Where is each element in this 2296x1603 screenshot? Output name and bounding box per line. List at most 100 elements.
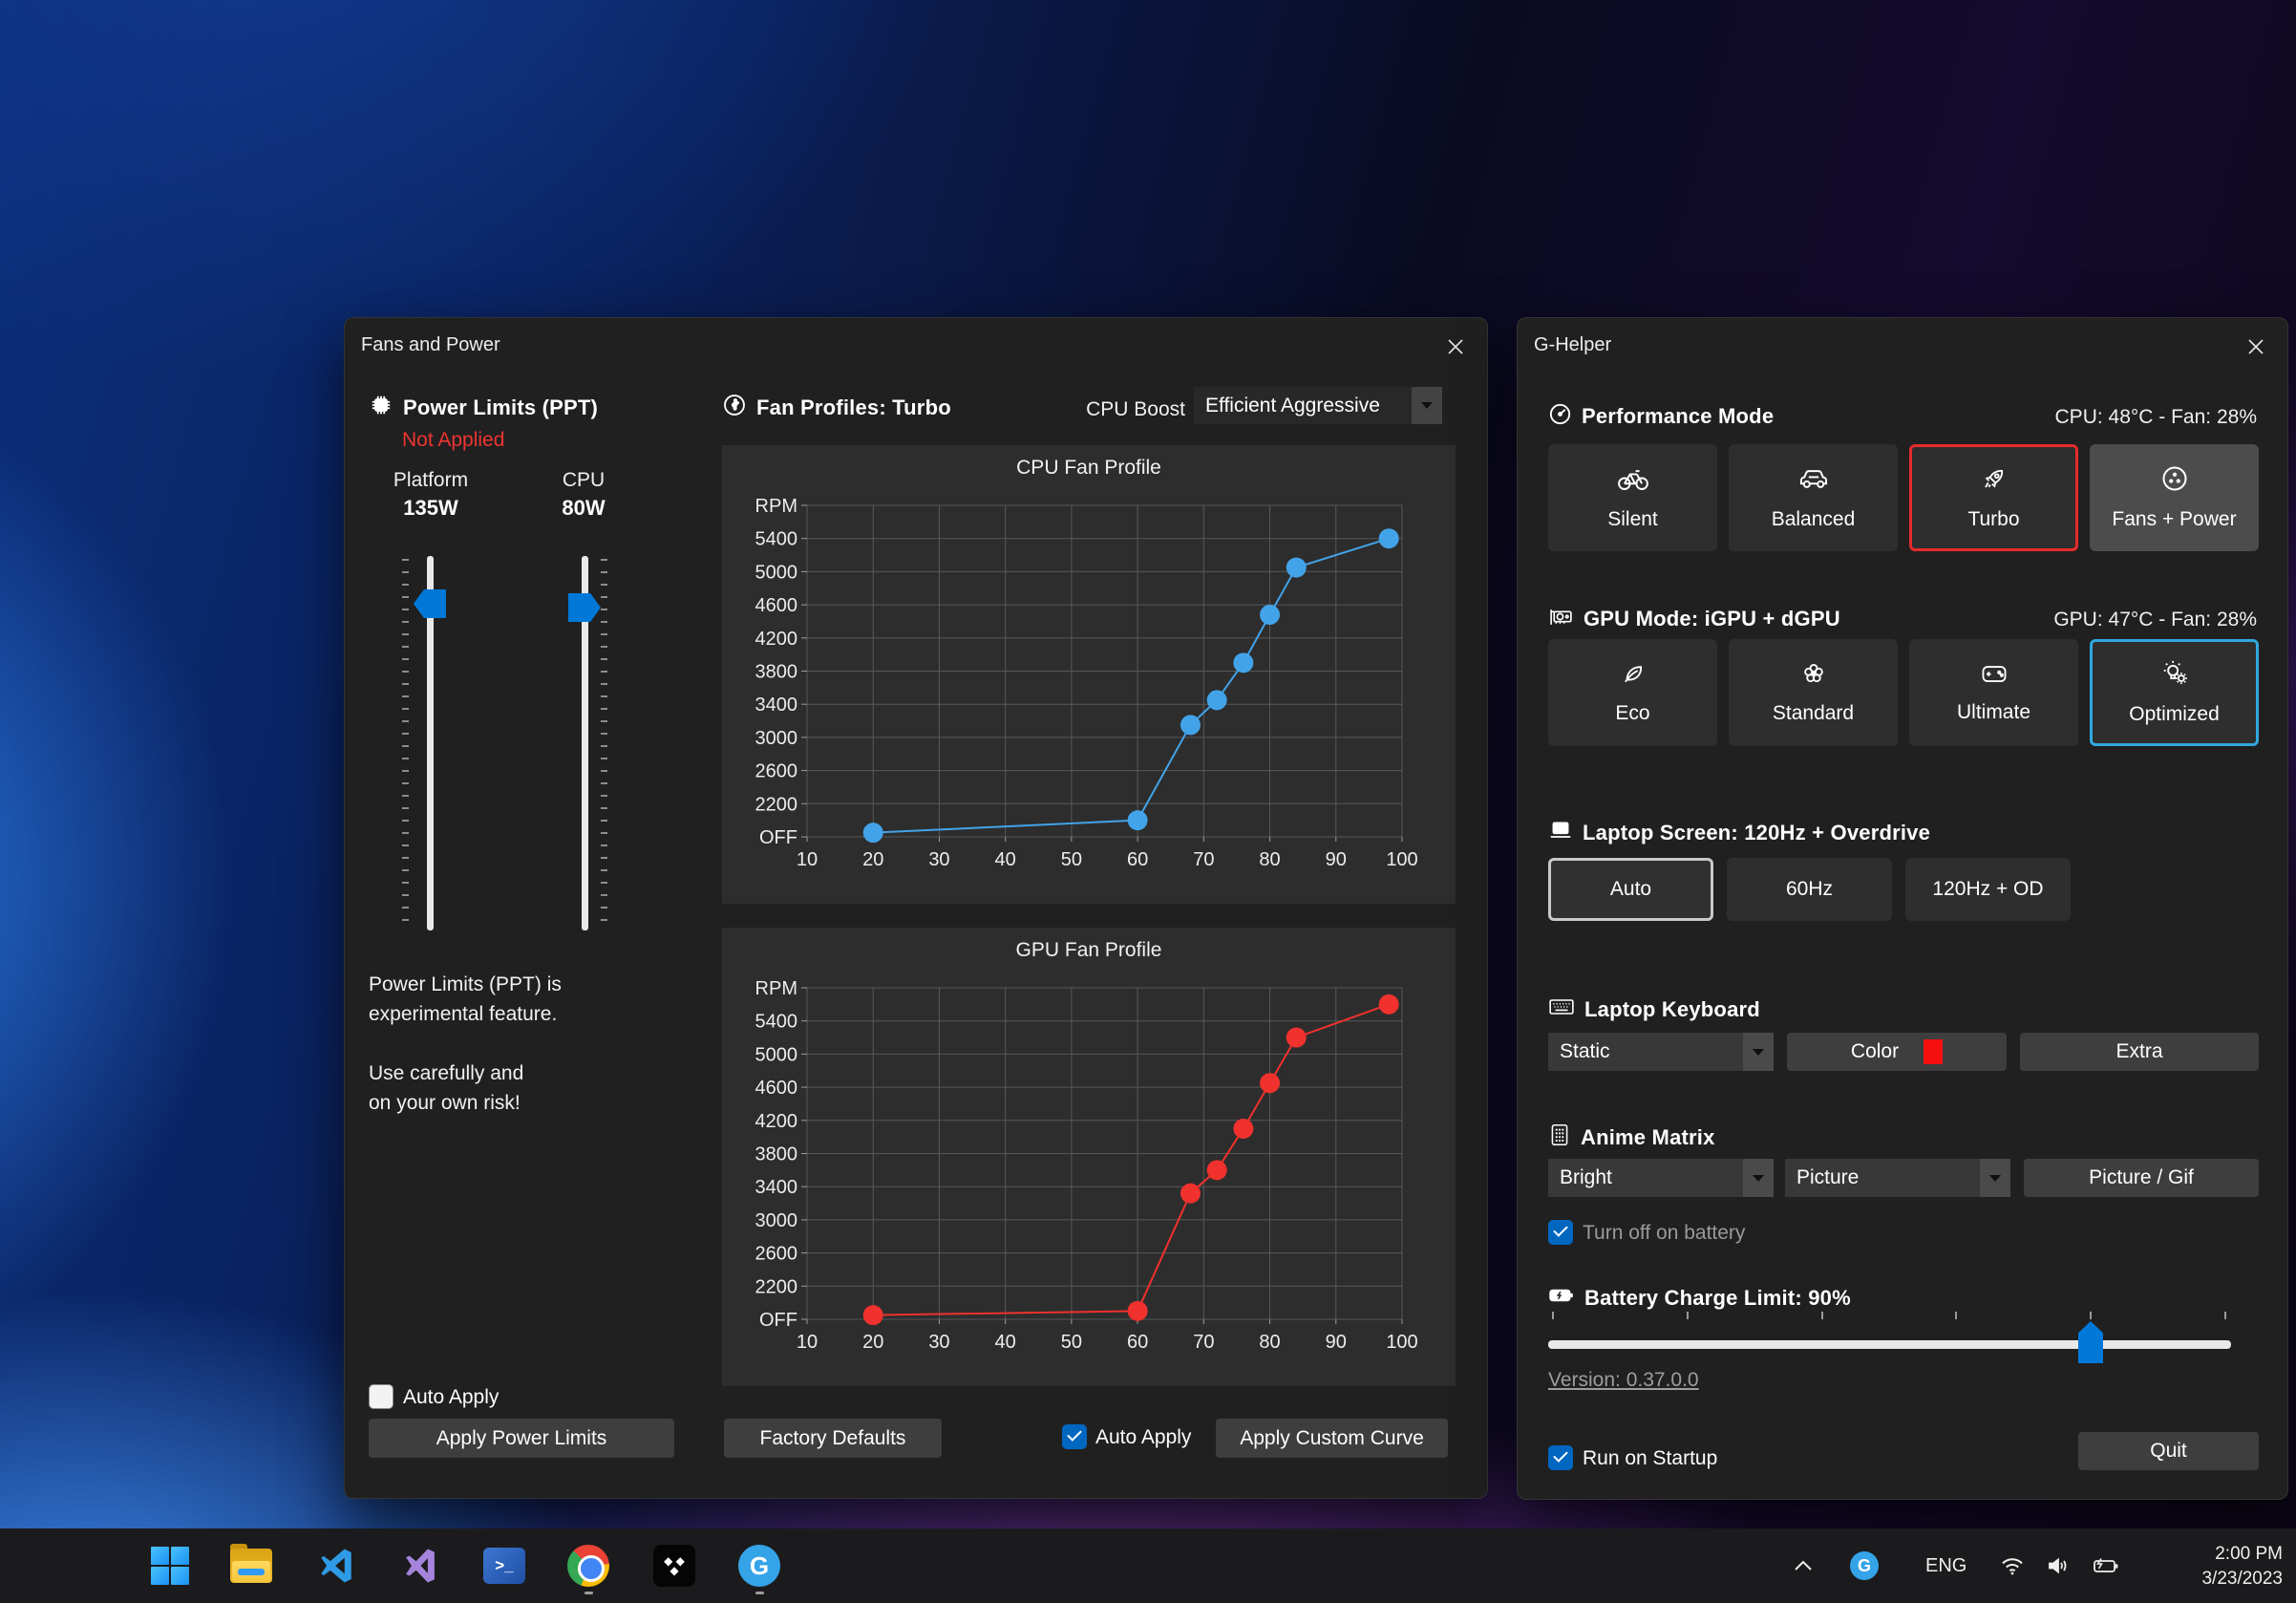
matrix-battery-checkbox[interactable] — [1548, 1220, 1573, 1245]
ghelper-window-title: G-Helper — [1534, 334, 1612, 355]
gpu-mode-header: GPU Mode: iGPU + dGPU — [1548, 605, 1840, 633]
platform-slider[interactable] — [427, 556, 434, 930]
start-button[interactable] — [140, 1536, 200, 1595]
svg-text:2200: 2200 — [755, 1276, 798, 1297]
version-link[interactable]: Version: 0.37.0.0 — [1548, 1369, 1699, 1391]
platform-slider-thumb[interactable] — [414, 589, 446, 618]
cpu-slider[interactable] — [582, 556, 588, 930]
svg-text:2200: 2200 — [755, 794, 798, 815]
file-explorer-icon[interactable] — [222, 1536, 281, 1595]
svg-text:5400: 5400 — [755, 1012, 798, 1033]
keyboard-backlight-select[interactable]: Static — [1548, 1033, 1774, 1071]
keyboard-extra-button[interactable]: Extra — [2020, 1033, 2259, 1071]
vscode-icon[interactable] — [307, 1536, 366, 1595]
matrix-brightness-value: Bright — [1548, 1159, 1743, 1197]
keyboard-backlight-value: Static — [1548, 1033, 1743, 1071]
taskbar-clock[interactable]: 2:00 PM 3/23/2023 — [2201, 1542, 2283, 1592]
matrix-mode-select[interactable]: Picture — [1785, 1159, 2010, 1197]
apply-power-limits-button[interactable]: Apply Power Limits — [369, 1419, 674, 1458]
gpu-mode-standard-button[interactable]: Standard — [1729, 639, 1898, 746]
run-on-startup-checkbox[interactable] — [1548, 1445, 1573, 1470]
fan-icon — [722, 393, 747, 422]
svg-text:50: 50 — [1061, 849, 1082, 870]
fan-profiles-header: Fan Profiles: Turbo — [722, 393, 951, 422]
fans-power-window: Fans and Power Power Limits (PPT) Not Ap… — [344, 317, 1488, 1499]
gpu-mode-optimized-button[interactable]: Optimized — [2090, 639, 2259, 746]
power-auto-apply-label: Auto Apply — [403, 1386, 500, 1408]
language-indicator[interactable]: ENG — [1925, 1555, 1967, 1576]
platform-label: Platform — [393, 469, 469, 491]
svg-text:3800: 3800 — [755, 662, 798, 683]
platform-value: 135W — [403, 496, 458, 520]
gamepad-icon — [1980, 661, 2009, 692]
matrix-brightness-dropdown-button[interactable] — [1743, 1159, 1774, 1197]
perf-mode-turbo-button[interactable]: Turbo — [1909, 444, 2078, 551]
laptop-keyboard-header: Laptop Keyboard — [1548, 996, 1760, 1022]
fans-power-button[interactable]: Fans + Power — [2090, 444, 2259, 551]
cpu-label: CPU — [562, 469, 606, 491]
battery-limit-slider[interactable] — [1548, 1340, 2231, 1349]
svg-text:10: 10 — [797, 1332, 818, 1353]
cpu-slider-thumb[interactable] — [568, 593, 601, 622]
tidal-icon[interactable]: ◆ ◆ ◆ — [645, 1536, 704, 1595]
apply-custom-curve-button[interactable]: Apply Custom Curve — [1216, 1419, 1448, 1458]
svg-text:60: 60 — [1127, 849, 1148, 870]
power-auto-apply-checkbox[interactable] — [369, 1384, 393, 1409]
volume-icon[interactable] — [2037, 1536, 2079, 1595]
wifi-icon[interactable] — [1991, 1536, 2033, 1595]
screen-120hz-od-button[interactable]: 120Hz + OD — [1905, 858, 2071, 921]
battery-slider-thumb[interactable] — [2078, 1321, 2103, 1363]
powershell-icon[interactable]: >_ — [475, 1536, 534, 1595]
cpu-boost-select[interactable]: Efficient Aggressive — [1194, 387, 1442, 424]
gpu-mode-label: Ultimate — [1956, 701, 2031, 723]
car-icon — [1797, 464, 1830, 499]
matrix-mode-dropdown-button[interactable] — [1980, 1159, 2010, 1197]
bulb-gear-icon — [2160, 659, 2189, 694]
laptop-screen-header: Laptop Screen: 120Hz + Overdrive — [1548, 819, 1930, 846]
perf-mode-balanced-button[interactable]: Balanced — [1729, 444, 1898, 551]
svg-text:40: 40 — [995, 1332, 1016, 1353]
chip-icon — [369, 393, 393, 422]
svg-text:4600: 4600 — [755, 595, 798, 616]
matrix-picture-gif-button[interactable]: Picture / Gif — [2024, 1159, 2259, 1197]
gpu-temp-fan-status: GPU: 47°C - Fan: 28% — [2053, 609, 2257, 631]
battery-slider-ticks — [1552, 1312, 2226, 1319]
curve-auto-apply-checkbox[interactable] — [1062, 1424, 1087, 1449]
battery-tray-icon[interactable] — [2083, 1536, 2129, 1595]
svg-text:10: 10 — [797, 849, 818, 870]
gpu-mode-heading: GPU Mode: iGPU + dGPU — [1584, 607, 1840, 631]
quit-button[interactable]: Quit — [2078, 1432, 2259, 1470]
screen-60hz-button[interactable]: 60Hz — [1727, 858, 1892, 921]
perf-mode-label: Silent — [1607, 508, 1658, 530]
ghelper-titlebar[interactable]: G-Helper — [1518, 318, 2287, 372]
gpu-mode-ultimate-button[interactable]: Ultimate — [1909, 639, 2078, 746]
tray-chevron-up-icon[interactable] — [1784, 1536, 1822, 1595]
cpu-boost-dropdown-button[interactable] — [1412, 387, 1442, 424]
fans-window-titlebar[interactable]: Fans and Power — [345, 318, 1487, 372]
color-swatch — [1924, 1039, 1944, 1064]
keyboard-color-button[interactable]: Color — [1787, 1033, 2007, 1071]
matrix-brightness-select[interactable]: Bright — [1548, 1159, 1774, 1197]
close-icon[interactable] — [1441, 332, 1470, 361]
visual-studio-icon[interactable] — [391, 1536, 450, 1595]
factory-defaults-button[interactable]: Factory Defaults — [724, 1419, 942, 1458]
ghelper-badge: G — [738, 1545, 780, 1587]
gpu-mode-label: Optimized — [2129, 703, 2220, 725]
clock-date: 3/23/2023 — [2201, 1569, 2283, 1589]
cpu-temp-fan-status: CPU: 48°C - Fan: 28% — [2054, 406, 2257, 428]
gpu-fan-chart-panel: GPU Fan Profile OFF 2200 2600 3000 3400 3800 4… — [722, 928, 1456, 1386]
gpu-fan-curve-chart[interactable]: OFF 2200 2600 3000 3400 3800 4200 4600 5000 5400 R… — [722, 962, 1456, 1386]
close-icon[interactable] — [2242, 332, 2270, 361]
svg-text:OFF: OFF — [759, 827, 797, 848]
screen-auto-button[interactable]: Auto — [1548, 858, 1713, 921]
perf-mode-silent-button[interactable]: Silent — [1548, 444, 1717, 551]
svg-text:4600: 4600 — [755, 1078, 798, 1099]
ghelper-tray-icon[interactable]: G — [1843, 1536, 1885, 1595]
perf-mode-label: Balanced — [1771, 508, 1856, 530]
gpu-mode-eco-button[interactable]: Eco — [1548, 639, 1717, 746]
chrome-icon[interactable] — [559, 1536, 618, 1595]
svg-text:5000: 5000 — [755, 562, 798, 583]
keyboard-backlight-dropdown-button[interactable] — [1743, 1033, 1774, 1071]
ghelper-taskbar-icon[interactable]: G — [730, 1536, 789, 1595]
cpu-fan-curve-chart[interactable]: OFF 2200 2600 3000 3400 3800 4200 4600 5000 5400 R… — [722, 480, 1456, 904]
